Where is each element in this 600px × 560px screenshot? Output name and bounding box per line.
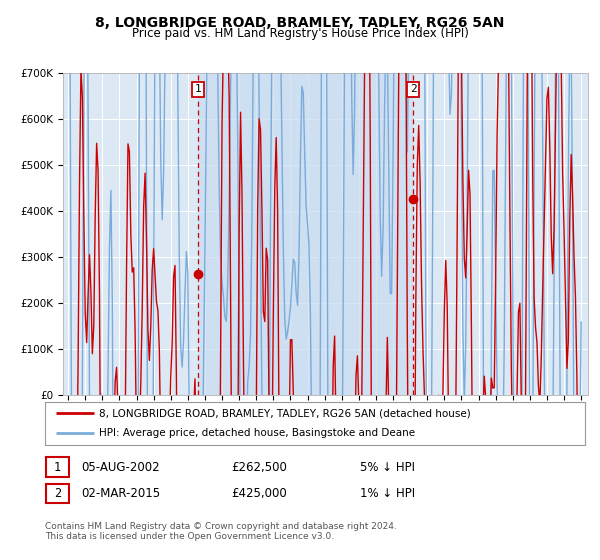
Text: Contains HM Land Registry data © Crown copyright and database right 2024.
This d: Contains HM Land Registry data © Crown c… xyxy=(45,522,397,542)
Text: 2: 2 xyxy=(54,487,61,501)
Text: 05-AUG-2002: 05-AUG-2002 xyxy=(81,460,160,474)
Text: 5% ↓ HPI: 5% ↓ HPI xyxy=(360,460,415,474)
Text: Price paid vs. HM Land Registry's House Price Index (HPI): Price paid vs. HM Land Registry's House … xyxy=(131,27,469,40)
Text: 8, LONGBRIDGE ROAD, BRAMLEY, TADLEY, RG26 5AN (detached house): 8, LONGBRIDGE ROAD, BRAMLEY, TADLEY, RG2… xyxy=(99,408,471,418)
Text: HPI: Average price, detached house, Basingstoke and Deane: HPI: Average price, detached house, Basi… xyxy=(99,428,415,438)
Text: 1: 1 xyxy=(195,85,202,94)
Text: £425,000: £425,000 xyxy=(231,487,287,501)
Text: 2: 2 xyxy=(410,85,416,94)
Text: 1% ↓ HPI: 1% ↓ HPI xyxy=(360,487,415,501)
Bar xyxy=(198,73,413,395)
Text: £262,500: £262,500 xyxy=(231,460,287,474)
Text: 8, LONGBRIDGE ROAD, BRAMLEY, TADLEY, RG26 5AN: 8, LONGBRIDGE ROAD, BRAMLEY, TADLEY, RG2… xyxy=(95,16,505,30)
Text: 02-MAR-2015: 02-MAR-2015 xyxy=(81,487,160,501)
Text: 1: 1 xyxy=(54,460,61,474)
